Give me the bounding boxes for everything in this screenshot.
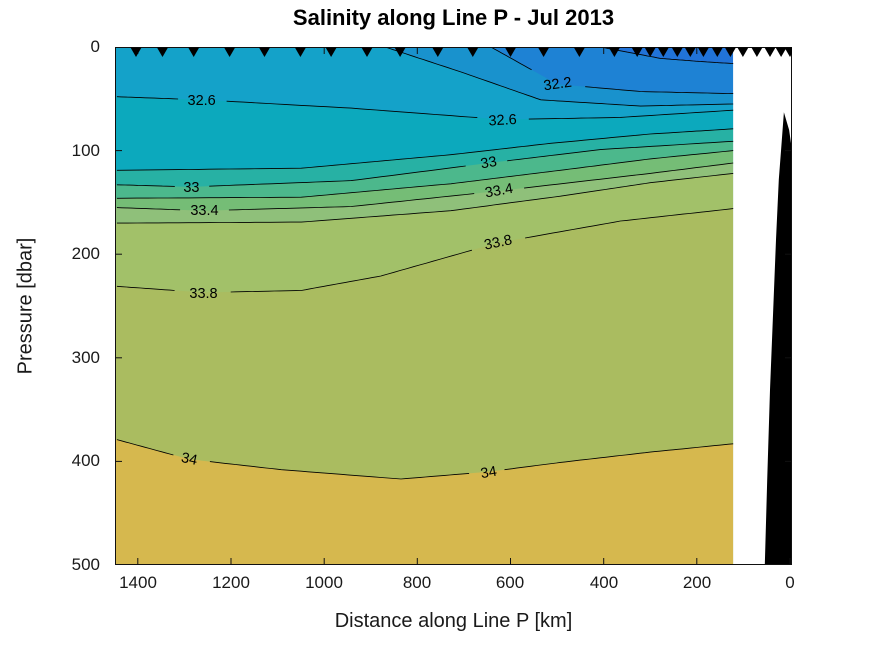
x-tick-label: 600 <box>495 573 525 592</box>
y-axis-title: Pressure [dbar] <box>14 237 37 375</box>
station-marker <box>684 47 696 57</box>
y-axis-tick-labels: 0 100 200 300 400 500 <box>0 37 107 574</box>
contour-plot-svg: 32.2 32.6 32.6 33 33 33.4 33.4 33.8 33.8 34 34 <box>115 46 796 566</box>
band-fill <box>115 439 734 565</box>
station-marker <box>325 47 337 57</box>
contour-label: 33.4 <box>484 181 515 202</box>
station-marker <box>130 47 142 57</box>
station-marker <box>573 47 585 57</box>
y-tick-label: 100 <box>71 141 100 160</box>
contour-label: 33 <box>479 154 498 173</box>
station-marker <box>259 47 270 57</box>
x-tick-label: 1400 <box>119 573 157 592</box>
station-marker <box>394 47 406 57</box>
station-marker <box>467 47 479 57</box>
x-tick-label: 0 <box>785 573 795 592</box>
contour-label: 33.4 <box>190 203 218 219</box>
station-marker <box>538 47 550 57</box>
contour-label: 34 <box>479 464 498 483</box>
chart-title: Salinity along Line P - Jul 2013 <box>292 5 615 30</box>
contour-plot-area: 32.2 32.6 32.6 33 33 33.4 33.4 33.8 33.8 34 34 <box>115 46 796 566</box>
axes-box <box>115 47 792 565</box>
station-marker <box>505 47 516 57</box>
y-tick-label: 500 <box>71 555 100 574</box>
contour-line <box>116 172 734 224</box>
contour-label: 32.6 <box>188 93 216 109</box>
x-axis-tick-labels: 1400 1200 1000 800 600 400 200 0 <box>115 571 795 597</box>
station-marker <box>775 47 787 57</box>
station-marker <box>711 47 723 57</box>
station-marker <box>224 47 236 57</box>
station-marker <box>631 47 643 57</box>
x-tick-label: 200 <box>682 573 712 592</box>
station-marker <box>657 47 669 57</box>
contour-label: 34 <box>180 450 199 469</box>
contour-line <box>116 128 734 171</box>
contour-line <box>490 46 734 95</box>
station-marker <box>294 47 306 57</box>
contour-line <box>116 150 734 199</box>
station-marker <box>751 47 763 57</box>
x-axis-title: Distance along Line P [km] <box>334 610 573 632</box>
contour-line <box>116 140 734 187</box>
contour-label: 33 <box>183 180 199 196</box>
contour-line <box>116 208 734 293</box>
y-tick-label: 200 <box>71 244 100 263</box>
y-tick-label: 400 <box>71 451 100 470</box>
x-tick-label: 1000 <box>305 573 343 592</box>
station-marker <box>671 47 683 57</box>
contour-label: 33.8 <box>189 286 217 302</box>
station-marker <box>724 47 736 57</box>
station-marker <box>644 47 656 57</box>
contour-line <box>116 439 734 480</box>
y-tick-label: 300 <box>71 348 100 367</box>
contour-line <box>116 162 734 211</box>
station-marker <box>432 47 444 57</box>
station-marker <box>737 47 749 57</box>
y-tick-label: 0 <box>90 37 100 56</box>
contour-line <box>600 46 734 65</box>
station-marker <box>157 47 168 57</box>
station-marker <box>188 47 200 57</box>
station-marker <box>697 47 709 57</box>
x-tick-label: 400 <box>589 573 619 592</box>
station-marker <box>608 47 620 57</box>
seafloor-wedge <box>764 112 792 566</box>
contour-line <box>116 96 734 120</box>
contour-label: 32.6 <box>488 112 517 129</box>
x-tick-label: 1200 <box>212 573 250 592</box>
contour-label: 32.2 <box>543 75 573 95</box>
station-marker <box>764 47 776 57</box>
contour-label: 33.8 <box>483 232 514 254</box>
station-marker <box>361 47 373 57</box>
x-tick-label: 800 <box>402 573 432 592</box>
contour-line <box>385 46 734 107</box>
